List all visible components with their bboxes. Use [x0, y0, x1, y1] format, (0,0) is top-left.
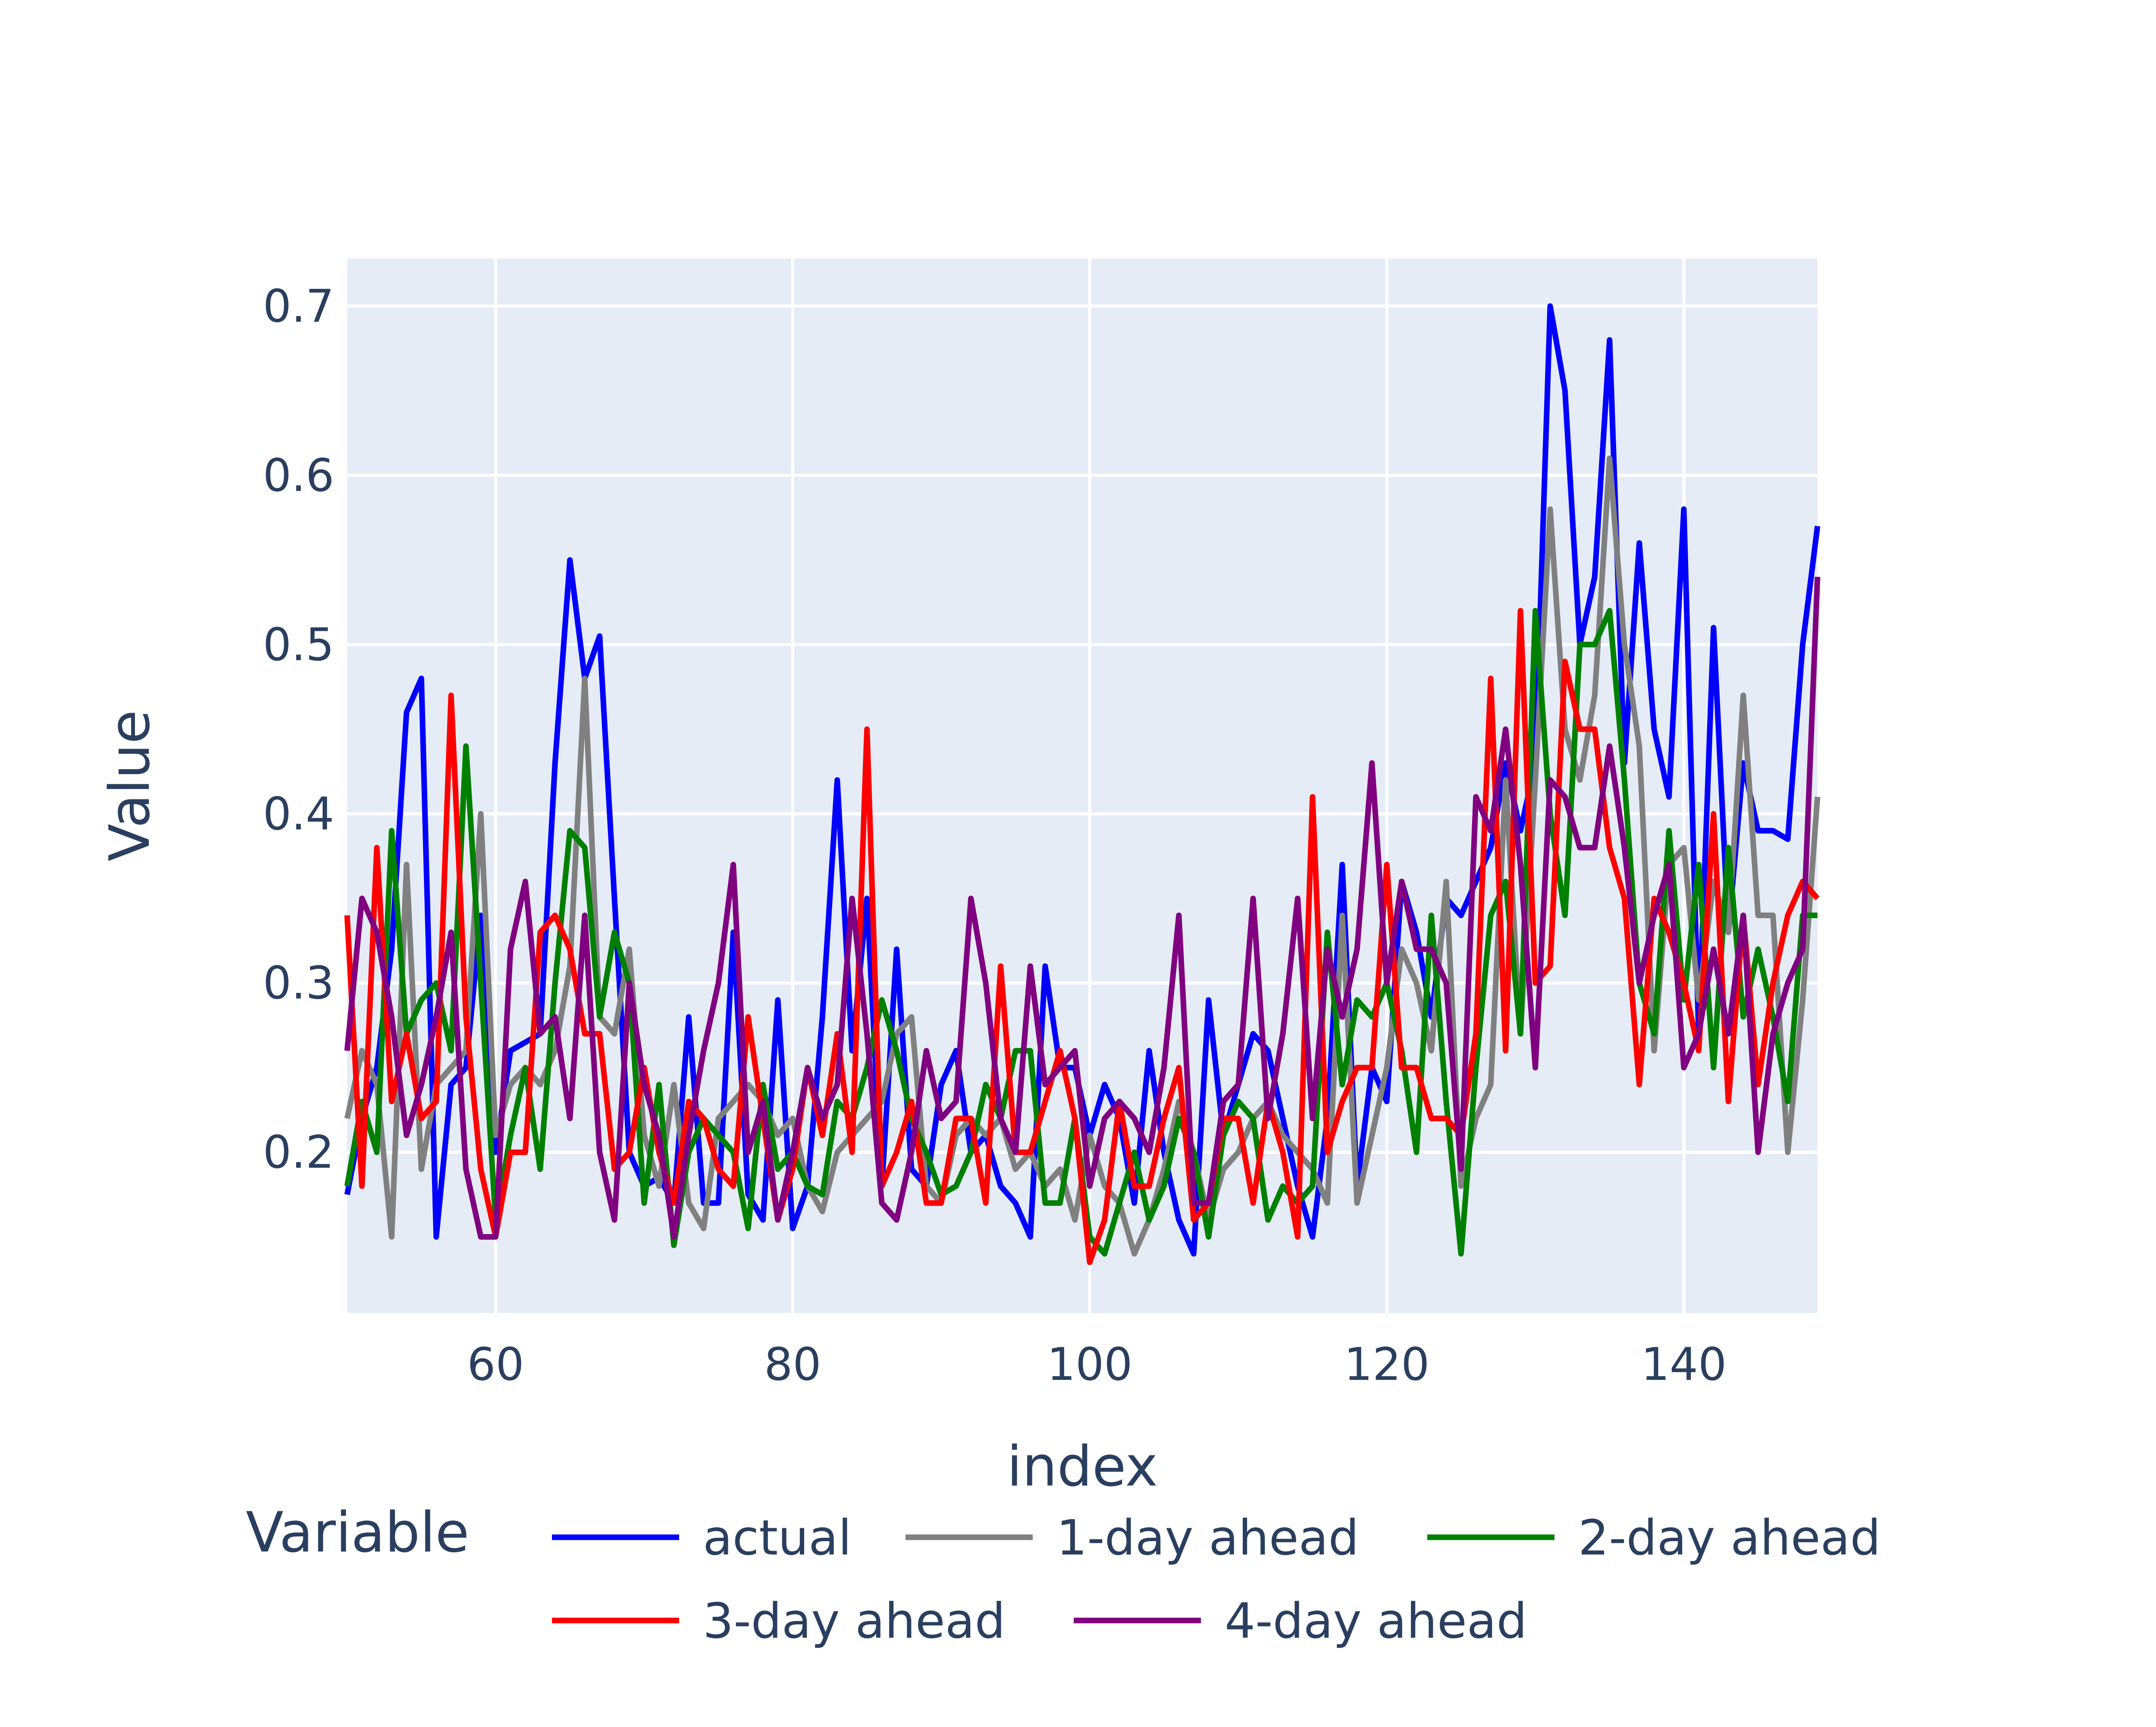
y-tick-label: 0.7	[263, 280, 334, 332]
y-tick-label: 0.2	[263, 1126, 334, 1178]
x-tick-label: 120	[1344, 1338, 1430, 1391]
legend-label: 2-day ahead	[1578, 1510, 1881, 1566]
y-tick-label: 0.5	[263, 618, 334, 671]
legend-label: 1-day ahead	[1056, 1510, 1359, 1566]
plot-background	[347, 259, 1818, 1313]
x-tick-label: 80	[764, 1338, 821, 1391]
legend-label: actual	[703, 1510, 852, 1566]
legend-title: Variable	[246, 1501, 469, 1565]
x-tick-label: 140	[1641, 1338, 1727, 1391]
y-axis-title: Value	[98, 710, 162, 862]
x-tick-label: 60	[467, 1338, 524, 1391]
y-tick-label: 0.6	[263, 449, 334, 501]
legend: Variable actual 1-day ahead 2-day ahead 3-d…	[246, 1501, 1881, 1649]
legend-label: 3-day ahead	[703, 1593, 1006, 1649]
y-axis-ticks: 0.2 0.3 0.4 0.5 0.6 0.7	[263, 280, 334, 1178]
x-axis-ticks: 60 80 100 120 140	[467, 1338, 1727, 1391]
series-line-4-day-ahead	[344, 577, 1821, 1240]
legend-label: 4-day ahead	[1225, 1593, 1527, 1649]
x-tick-label: 100	[1047, 1338, 1133, 1391]
x-axis-title: index	[1007, 1435, 1158, 1499]
y-tick-label: 0.4	[263, 787, 334, 840]
y-tick-label: 0.3	[263, 957, 334, 1009]
series-lines	[344, 303, 1821, 1265]
